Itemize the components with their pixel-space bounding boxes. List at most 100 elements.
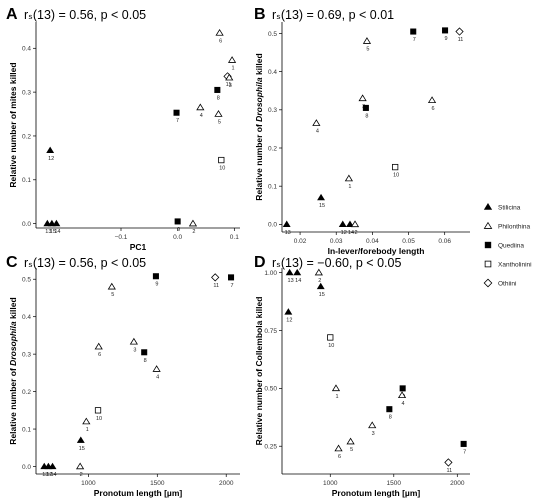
data-point-8 <box>386 406 393 413</box>
point-label: 5 <box>350 447 353 453</box>
y-tick-label: 0.3 <box>22 351 31 358</box>
data-point-12 <box>284 308 293 315</box>
legend-label: Stilicina <box>498 204 521 211</box>
point-label: 11 <box>447 468 453 474</box>
data-point-7 <box>460 440 467 447</box>
legend: Stilicina Philonthina Quediina Xantholinini… <box>483 203 532 288</box>
point-label: 3 <box>229 83 232 89</box>
point-label: 7 <box>231 283 234 289</box>
point-label: 12 <box>341 230 347 236</box>
data-point-3 <box>225 73 234 81</box>
data-point-11 <box>444 458 453 467</box>
y-tick-label: 0.1 <box>22 426 31 433</box>
data-point-3 <box>358 94 367 102</box>
point-label: 9 <box>445 36 448 42</box>
point-label: 4 <box>402 401 405 407</box>
data-point-11 <box>211 273 220 282</box>
y-tick-label: 0.2 <box>22 389 31 396</box>
point-label: 6 <box>338 454 341 460</box>
x-tick-label: 0.04 <box>366 238 379 245</box>
point-label: 11 <box>226 82 232 88</box>
y-tick-label: 0.0 <box>22 221 31 228</box>
point-label: 7 <box>413 37 416 43</box>
point-label: 14 <box>50 472 56 478</box>
legend-marker <box>483 203 493 210</box>
legend-label: Philonthina <box>498 223 531 230</box>
point-label: 13 <box>45 229 51 235</box>
data-point-15 <box>316 282 325 290</box>
point-label: 14 <box>348 230 354 236</box>
point-label: 10 <box>219 166 225 172</box>
legend-item: Philonthina <box>483 221 531 230</box>
point-label: 15 <box>50 229 56 235</box>
y-tick-label: 0.0 <box>268 222 277 229</box>
point-label: 13 <box>42 472 48 478</box>
data-point-6 <box>94 342 103 350</box>
point-label: 13 <box>285 230 291 236</box>
data-point-6 <box>215 28 224 36</box>
data-point-7 <box>228 274 235 281</box>
x-tick-label: 0.06 <box>438 238 451 245</box>
data-point-9 <box>442 27 449 34</box>
data-point-9 <box>152 273 159 280</box>
y-tick-label: 0.4 <box>22 314 31 321</box>
point-label: 4 <box>156 375 159 381</box>
x-tick-label: 0.02 <box>294 238 307 245</box>
data-point-1 <box>227 56 237 63</box>
x-tick-label: 0.1 <box>230 234 239 241</box>
legend-label: Quediina <box>498 242 524 249</box>
data-point-2 <box>314 268 323 276</box>
x-tick-label: 2000 <box>219 480 234 487</box>
data-point-1 <box>344 174 353 182</box>
data-point-14 <box>48 462 57 470</box>
legend-item: Stilicina <box>483 203 521 211</box>
panel-letter: D <box>254 254 266 271</box>
data-point-3 <box>368 421 377 429</box>
legend-marker <box>483 221 493 229</box>
point-label: 5 <box>111 292 114 298</box>
point-label: 5 <box>366 47 369 53</box>
scatter-points: 131512142143851076911 <box>282 27 464 236</box>
point-label: 15 <box>319 203 325 209</box>
y-tick-label: 0.75 <box>264 328 277 335</box>
legend-marker <box>483 278 493 288</box>
legend-item: Othiini <box>483 278 516 288</box>
point-label: 9 <box>177 227 180 233</box>
point-label: 10 <box>96 416 102 422</box>
point-label: 11 <box>458 37 464 43</box>
y-tick-label: 0.0 <box>22 464 31 471</box>
x-tick-label: 1500 <box>387 480 402 487</box>
data-point-14 <box>293 268 302 276</box>
y-tick-label: 0.4 <box>22 46 31 53</box>
data-point-3 <box>129 337 138 345</box>
point-label: 11 <box>213 283 219 289</box>
y-tick-label: 0.1 <box>268 183 277 190</box>
data-point-8 <box>362 104 369 111</box>
point-label: 15 <box>319 292 325 298</box>
y-axis-title: Relative number of Collembola killed <box>254 297 264 446</box>
data-point-14 <box>52 219 61 227</box>
x-tick-label: 1000 <box>323 480 338 487</box>
stat-title: rₛ(13) = 0.56, p < 0.05 <box>24 8 146 22</box>
data-point-11 <box>455 27 464 36</box>
point-label: 12 <box>286 317 292 323</box>
x-tick-label: 0.05 <box>402 238 415 245</box>
x-axis-title: PC1 <box>130 242 147 252</box>
x-axis-title: Pronotum length [µm] <box>94 488 183 498</box>
point-label: 1 <box>232 66 235 72</box>
y-tick-label: 0.3 <box>268 107 277 114</box>
data-point-12 <box>46 146 55 154</box>
data-point-2 <box>350 220 360 228</box>
data-point-8 <box>214 86 221 93</box>
y-tick-label: 0.5 <box>22 277 31 284</box>
data-point-6 <box>334 444 343 452</box>
data-point-5 <box>214 110 223 117</box>
data-point-7 <box>173 109 180 116</box>
data-point-14 <box>346 220 354 227</box>
point-label: 6 <box>219 38 222 44</box>
